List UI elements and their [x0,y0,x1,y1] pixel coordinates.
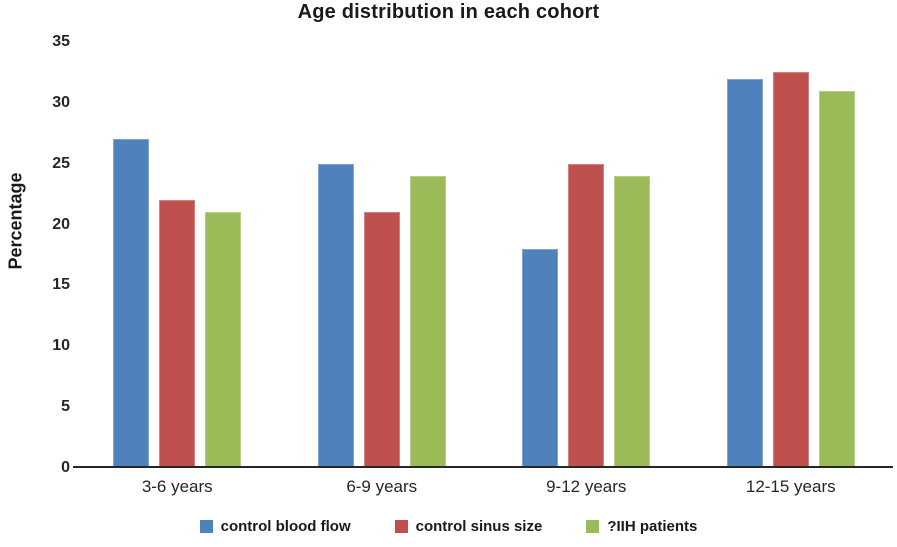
legend-item: control blood flow [199,518,351,535]
bar-groups [75,42,893,468]
legend-label: control blood flow [220,518,351,535]
legend: control blood flow control sinus size ?IIH… [0,518,897,535]
bar [159,200,196,468]
bar [113,139,150,468]
legend-item: ?IIH patients [586,518,697,535]
legend-item: control sinus size [394,518,543,535]
y-tick-label: 5 [61,398,70,416]
bar-group [280,42,485,468]
bar [409,175,446,468]
chart-title: Age distribution in each cohort [297,1,600,23]
legend-label: control sinus size [415,518,543,535]
y-tick-label: 35 [52,33,70,50]
bar [726,78,763,468]
bar [568,163,605,468]
bar-group [689,42,894,468]
x-axis-labels: 3-6 years 6-9 years 9-12 years 12-15 years [75,477,893,497]
bar-group [75,42,280,468]
x-category-label: 6-9 years [346,477,418,496]
x-category-label: 9-12 years [546,477,627,496]
bar [363,212,400,468]
x-axis-line [73,466,893,468]
legend-swatch-icon [586,520,600,533]
bar [317,163,354,468]
bar [205,212,242,468]
legend-label: ?IIH patients [607,518,698,535]
legend-swatch-icon [199,520,213,533]
bar-group [484,42,689,468]
y-tick-label: 10 [52,337,70,355]
x-category-label: 3-6 years [141,477,213,496]
y-tick-label: 15 [52,276,70,294]
y-tick-label: 25 [52,154,70,172]
bar [818,90,855,468]
y-tick-label: 0 [61,459,70,476]
plot-area [75,42,893,468]
y-tick-label: 20 [52,215,70,233]
legend-swatch-icon [394,520,408,533]
bar [772,72,809,468]
bar [522,248,559,468]
y-tick-label: 30 [52,93,70,111]
bar [614,175,651,468]
x-category-label: 12-15 years [745,477,836,496]
